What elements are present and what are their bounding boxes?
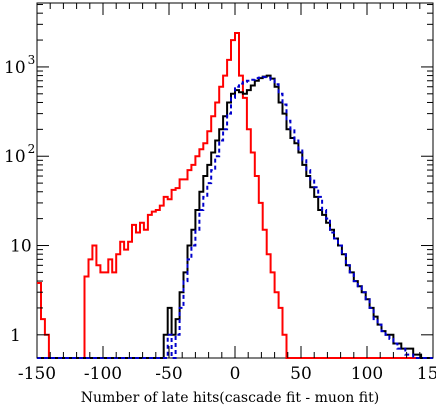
x-tick-label: -50 bbox=[155, 364, 182, 384]
plot-frame bbox=[36, 2, 434, 359]
x-tick-label: 100 bbox=[351, 364, 383, 384]
y-tick-label: 10 3 bbox=[4, 53, 35, 78]
x-tick-label: 150 bbox=[417, 364, 436, 384]
y-tick-label: 10 bbox=[10, 237, 32, 257]
axis-layer: -150 -100 -50 0 50 100 150 1 10 102 103 bbox=[4, 3, 436, 384]
x-tick-label: -100 bbox=[84, 364, 122, 384]
series-layer bbox=[37, 32, 433, 359]
x-tick-label: 0 bbox=[230, 364, 241, 384]
x-tick-label: -150 bbox=[18, 364, 56, 384]
y-tick-label: 10 2 bbox=[4, 142, 35, 167]
series-line-3 bbox=[37, 76, 433, 359]
x-tick-label: 50 bbox=[290, 364, 312, 384]
y-tick-label: 1 bbox=[10, 326, 21, 346]
series-line-1 bbox=[37, 32, 433, 359]
x-axis-title: Number of late hits(cascade fit - muon f… bbox=[81, 390, 379, 406]
